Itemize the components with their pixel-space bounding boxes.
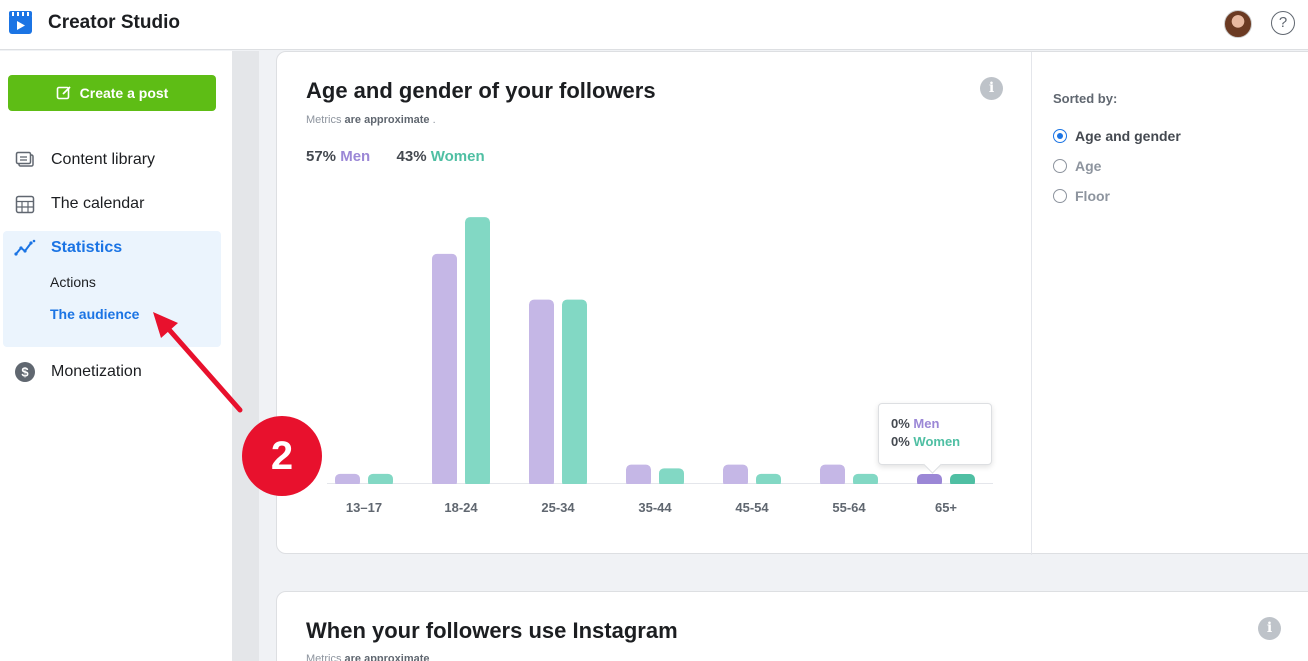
statistics-group (3, 231, 221, 347)
sort-option-label: Age and gender (1075, 128, 1181, 144)
bar-men-3[interactable] (626, 464, 651, 487)
gender-totals: 57% Men 43% Women (306, 148, 485, 165)
women-label: Women (430, 148, 485, 165)
radio-button[interactable] (1053, 159, 1067, 173)
bar-men-0[interactable] (335, 473, 360, 487)
x-tick-label: 55-64 (832, 500, 866, 515)
bar-women-0[interactable] (368, 473, 393, 487)
age-gender-card: Age and gender of your followers Metrics… (276, 51, 1308, 555)
bar-men-4[interactable] (723, 464, 748, 487)
bar-women-4[interactable] (756, 473, 781, 487)
sort-option-age[interactable]: Age (1053, 158, 1101, 174)
card-subtitle: Metrics are approximate . (306, 114, 436, 126)
bar-women-3[interactable] (659, 468, 684, 487)
sidebar-item-label: Content library (51, 151, 156, 168)
sort-title: Sorted by: (1053, 91, 1118, 106)
metrics-label: Metrics (306, 114, 342, 126)
content-library-icon (14, 149, 36, 171)
create-post-button[interactable]: Create a post (8, 75, 216, 111)
x-tick-label: 45-54 (735, 500, 769, 515)
bar-men-1[interactable] (432, 253, 457, 487)
card-subtitle: Metrics are approximate (306, 653, 430, 661)
sort-option-label: Age (1075, 158, 1102, 174)
svg-text:$: $ (21, 365, 29, 380)
sidebar-item-calendar[interactable]: The calendar (0, 186, 232, 222)
help-icon[interactable]: ? (1271, 11, 1295, 35)
bar-women-5[interactable] (853, 473, 878, 487)
sort-option-label: Floor (1075, 188, 1110, 204)
sidebar-item-label: Statistics (51, 239, 123, 256)
creator-studio-logo-icon[interactable] (9, 11, 32, 34)
avatar[interactable] (1224, 10, 1252, 38)
sidebar-item-content-library[interactable]: Content library (0, 142, 232, 178)
sidebar-item-label: Monetization (51, 363, 142, 380)
card-title: When your followers use Instagram (306, 618, 678, 643)
bar-women-2[interactable] (562, 299, 587, 487)
axis-mask (317, 484, 1007, 489)
sort-option-age-gender[interactable]: Age and gender (1053, 128, 1181, 144)
sidebar-gutter (232, 51, 259, 661)
bar-women-6[interactable] (950, 474, 975, 487)
bar-men-6[interactable] (917, 474, 942, 487)
period-label: . (432, 114, 436, 126)
info-icon[interactable]: i (980, 77, 1003, 100)
bar-men-2[interactable] (529, 299, 554, 487)
statistics-icon (14, 237, 36, 259)
age-gender-chart: 13–17 18-24 25-34 35-44 45-54 55-64 65+ (317, 217, 1007, 515)
tooltip-women-label: Women (913, 434, 961, 449)
calendar-icon (14, 193, 36, 215)
radio-button[interactable] (1053, 129, 1067, 143)
create-post-label: Create a post (79, 85, 169, 101)
chart-tooltip: 0% Men 0% Women (878, 403, 992, 465)
x-tick-label: 65+ (935, 500, 957, 515)
bar-women-1[interactable] (465, 217, 490, 487)
app-title: Creator Studio (48, 12, 180, 33)
sidebar: Create a post Content library The calend… (0, 51, 232, 661)
edit-icon (56, 86, 71, 100)
men-label: Men (340, 148, 371, 165)
card-title: Age and gender of your followers (306, 78, 656, 103)
radio-button[interactable] (1053, 189, 1067, 203)
bar-men-5[interactable] (820, 464, 845, 487)
info-icon[interactable]: i (1258, 617, 1281, 640)
sidebar-subitem-audience[interactable]: The audience (50, 306, 140, 322)
sidebar-item-statistics[interactable]: Statistics (0, 230, 232, 266)
sidebar-item-label: The calendar (51, 195, 145, 212)
tooltip-men-label: Men (913, 416, 940, 431)
sidebar-subitem-actions[interactable]: Actions (50, 274, 96, 290)
x-tick-label: 35-44 (638, 500, 672, 515)
men-percent: 57% (306, 148, 337, 165)
top-bar: Creator Studio ? (0, 0, 1308, 50)
sidebar-item-monetization[interactable]: $ Monetization (0, 354, 232, 390)
dollar-icon: $ (14, 361, 36, 383)
x-tick-label: 18-24 (444, 500, 478, 515)
instagram-activity-card: When your followers use Instagram Metric… (276, 591, 1308, 661)
approximate-label: are approximate (344, 114, 430, 126)
x-tick-label: 25-34 (541, 500, 575, 515)
women-percent: 43% (396, 148, 427, 165)
step-number-badge: 2 (242, 416, 322, 496)
sort-option-floor[interactable]: Floor (1053, 188, 1110, 204)
x-tick-label: 13–17 (346, 500, 382, 515)
tooltip-men-percent: 0% (891, 416, 910, 431)
approximate-label: are approximate (344, 653, 430, 661)
metrics-label: Metrics (306, 653, 342, 661)
tooltip-women-percent: 0% (891, 434, 910, 449)
panel-divider (1031, 52, 1032, 555)
